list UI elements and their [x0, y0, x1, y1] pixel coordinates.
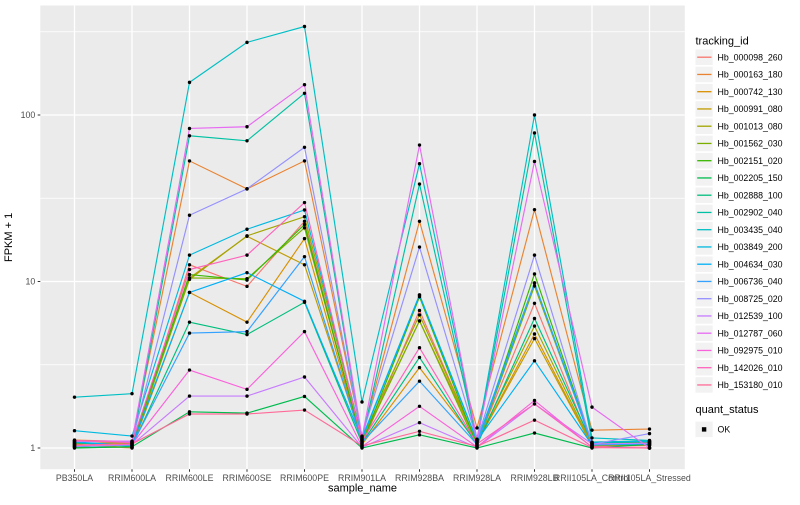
svg-text:RRII105LA_Control: RRII105LA_Control — [554, 473, 630, 483]
svg-text:1: 1 — [30, 443, 35, 453]
svg-text:tracking_id: tracking_id — [696, 36, 749, 48]
svg-text:Hb_012539_100: Hb_012539_100 — [718, 311, 783, 321]
svg-text:OK: OK — [718, 425, 731, 435]
svg-text:Hb_000163_180: Hb_000163_180 — [718, 70, 783, 80]
svg-text:RRIM600LA: RRIM600LA — [108, 473, 156, 483]
svg-text:Hb_003435_040: Hb_003435_040 — [718, 225, 783, 235]
svg-text:Hb_000098_260: Hb_000098_260 — [718, 52, 783, 62]
svg-text:RRIM600SE: RRIM600SE — [223, 473, 272, 483]
svg-text:RRIM600LE: RRIM600LE — [166, 473, 214, 483]
svg-text:Hb_012787_060: Hb_012787_060 — [718, 328, 783, 338]
svg-text:sample_name: sample_name — [328, 483, 397, 495]
svg-text:Hb_002151_020: Hb_002151_020 — [718, 156, 783, 166]
svg-text:Hb_001562_030: Hb_001562_030 — [718, 139, 783, 149]
svg-text:Hb_003849_200: Hb_003849_200 — [718, 242, 783, 252]
svg-text:Hb_002888_100: Hb_002888_100 — [718, 190, 783, 200]
svg-text:Hb_153180_010: Hb_153180_010 — [718, 380, 783, 390]
svg-text:Hb_008725_020: Hb_008725_020 — [718, 294, 783, 304]
svg-text:Hb_006736_040: Hb_006736_040 — [718, 277, 783, 287]
svg-text:Hb_002902_040: Hb_002902_040 — [718, 208, 783, 218]
svg-text:RRIM928BA: RRIM928BA — [395, 473, 444, 483]
svg-text:Hb_001013_080: Hb_001013_080 — [718, 121, 783, 131]
svg-text:RRIM928LB: RRIM928LB — [511, 473, 559, 483]
svg-text:Hb_000742_130: Hb_000742_130 — [718, 87, 783, 97]
svg-text:RRIM901LA: RRIM901LA — [338, 473, 386, 483]
svg-text:RRII105LA_Stressed: RRII105LA_Stressed — [608, 473, 691, 483]
svg-text:Hb_000991_080: Hb_000991_080 — [718, 104, 783, 114]
svg-text:10: 10 — [26, 277, 36, 287]
svg-text:Hb_092975_010: Hb_092975_010 — [718, 346, 783, 356]
svg-text:RRIM600PE: RRIM600PE — [280, 473, 329, 483]
svg-text:PB350LA: PB350LA — [56, 473, 93, 483]
svg-text:quant_status: quant_status — [696, 404, 759, 416]
svg-text:Hb_002205_150: Hb_002205_150 — [718, 173, 783, 183]
svg-text:Hb_142026_010: Hb_142026_010 — [718, 363, 783, 373]
svg-text:Hb_004634_030: Hb_004634_030 — [718, 259, 783, 269]
svg-text:100: 100 — [21, 110, 36, 120]
svg-text:FPKM + 1: FPKM + 1 — [3, 213, 15, 262]
svg-text:RRIM928LA: RRIM928LA — [453, 473, 501, 483]
